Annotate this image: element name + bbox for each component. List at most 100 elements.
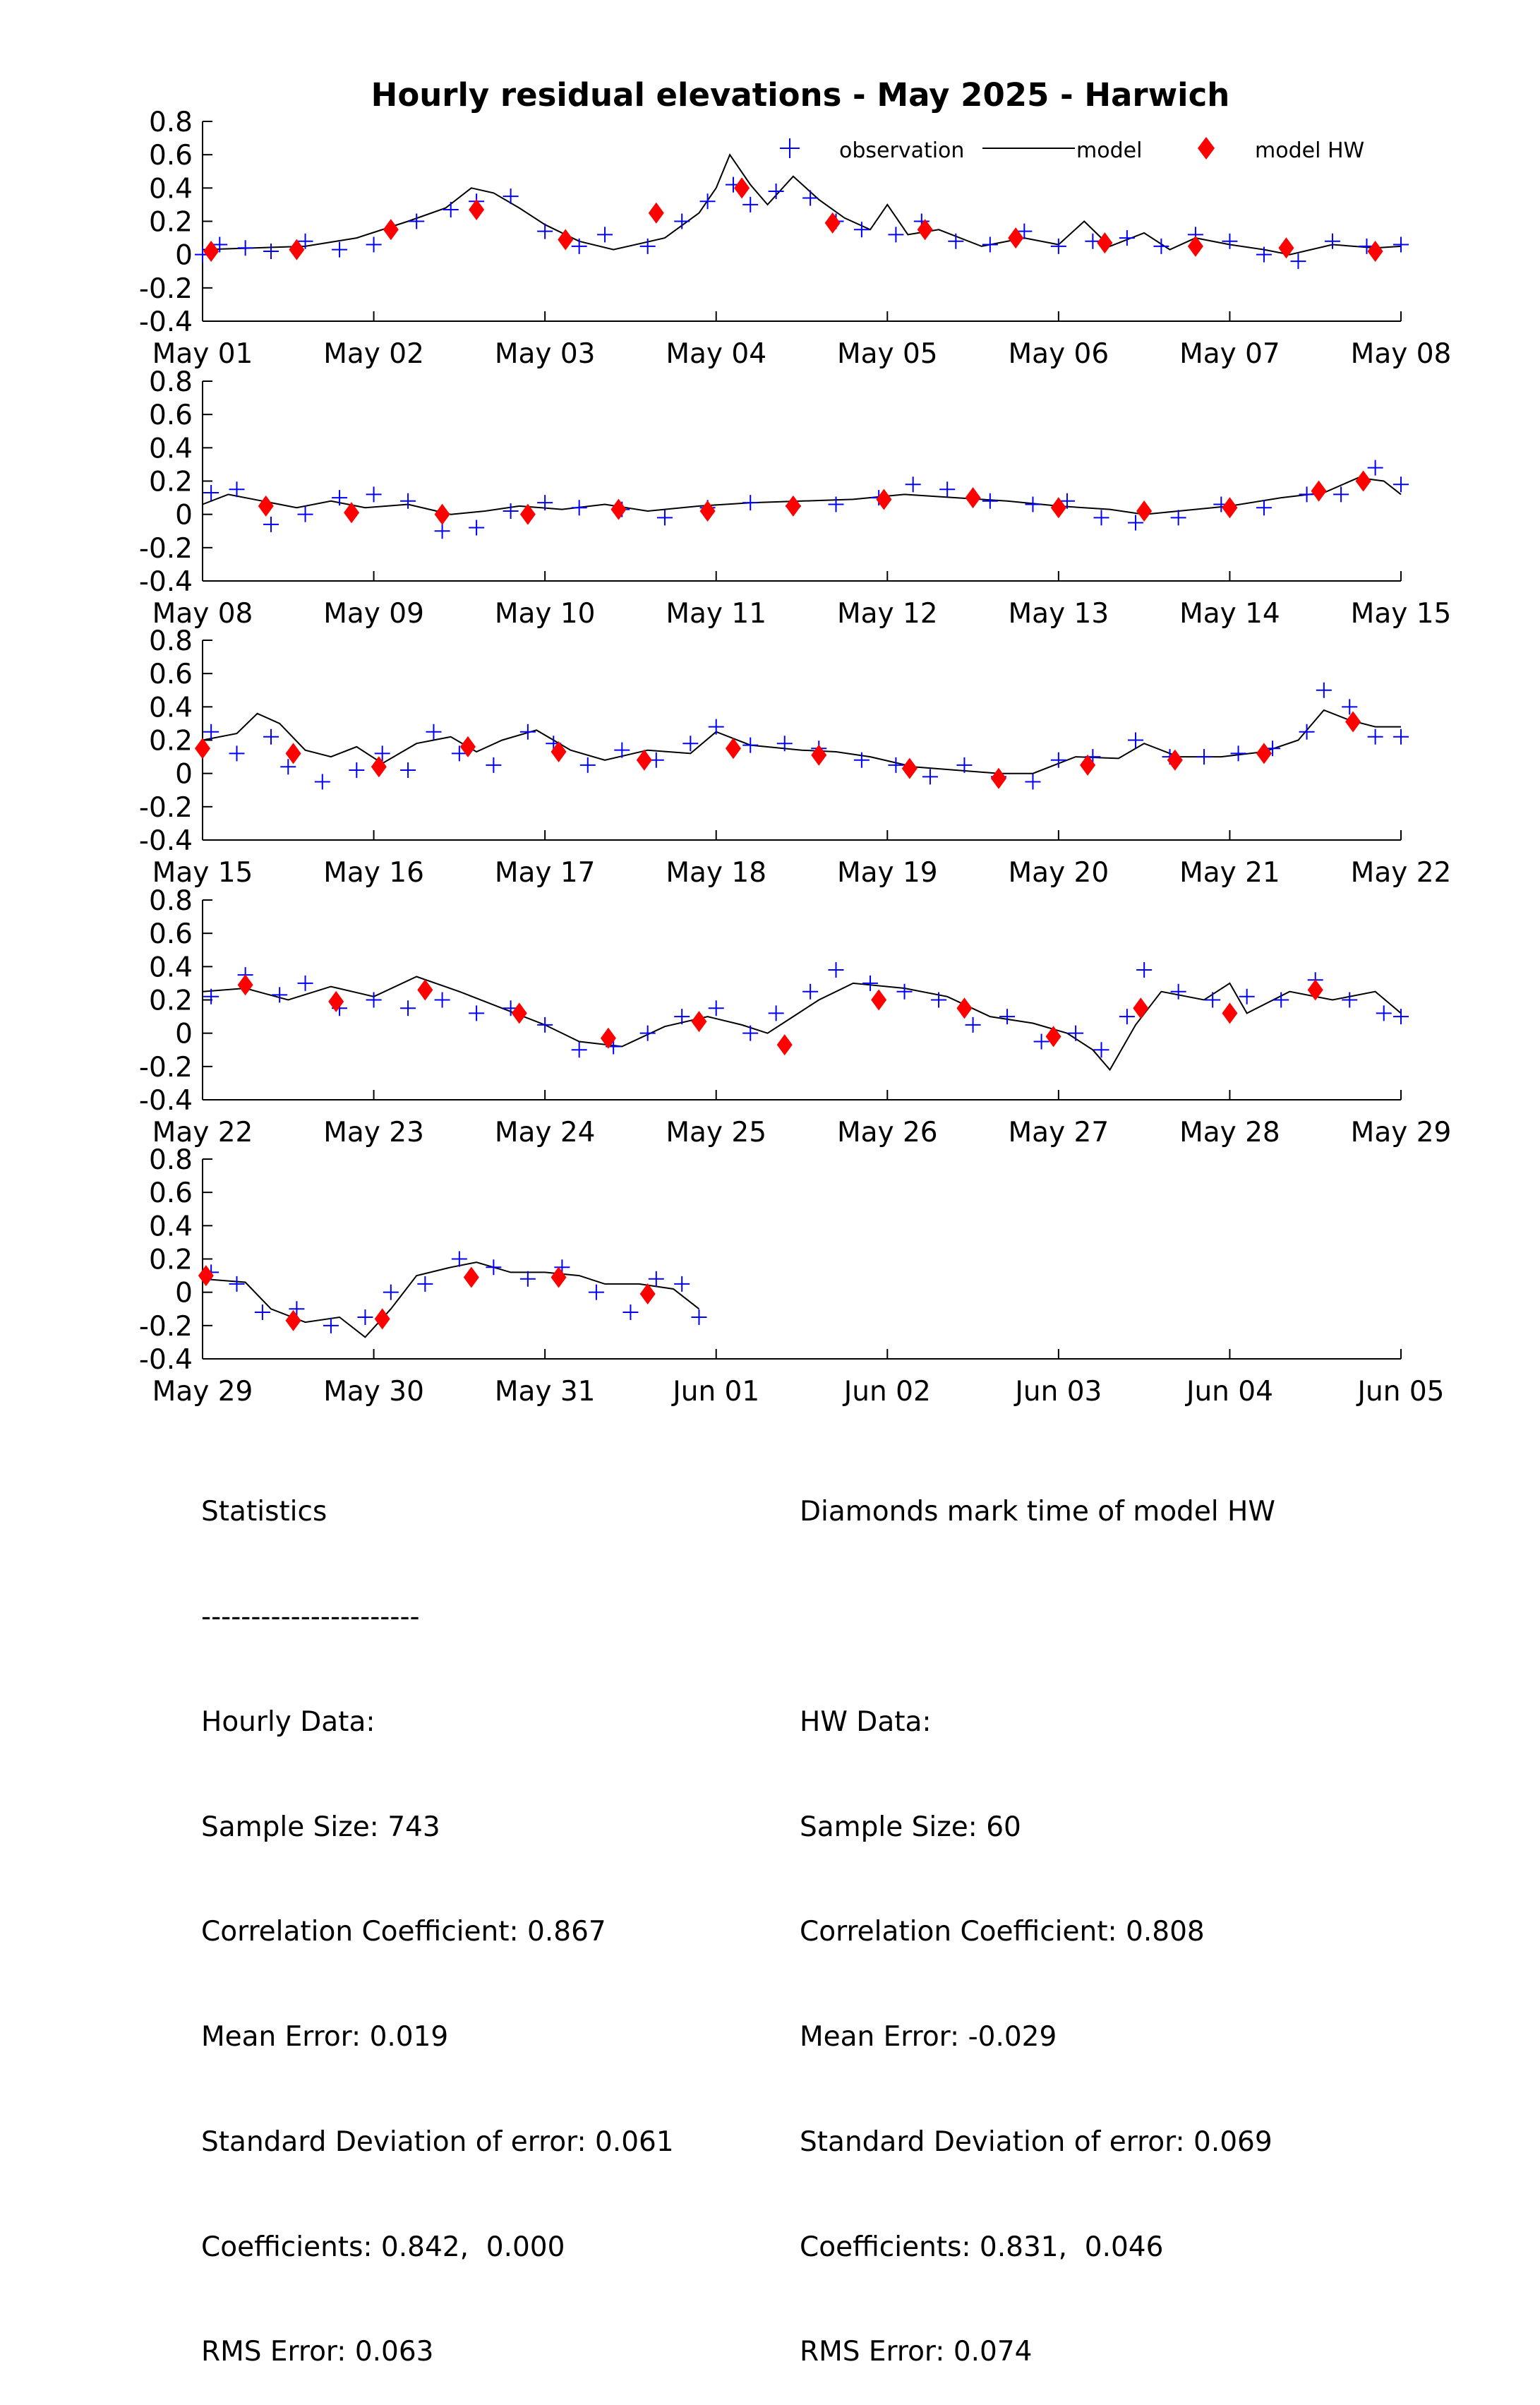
model-hw-diamond [824, 212, 841, 234]
observation-point [1316, 682, 1332, 698]
y-tick-label: 0.8 [149, 625, 193, 657]
model-hw-diamond [1355, 470, 1371, 492]
y-tick-label: 0.4 [149, 1211, 193, 1242]
model-hw-diamond [195, 738, 210, 760]
x-tick-label: May 22 [152, 1117, 253, 1148]
legend-observation-marker [780, 138, 800, 158]
observation-point [1068, 1025, 1084, 1041]
model-hw-diamond [1045, 1026, 1061, 1048]
observation-point [742, 495, 759, 511]
hw-rms-error: RMS Error: 0.074 [800, 2336, 1033, 2368]
stats-heading: Statistics [201, 1496, 327, 1528]
model-hw-diamond [203, 240, 219, 262]
observation-point [1367, 728, 1383, 745]
model-hw-diamond [1307, 979, 1323, 1001]
observation-point [1342, 699, 1358, 715]
hw-data-label: HW Data: [800, 1705, 932, 1738]
model-hw-diamond [1222, 497, 1238, 519]
y-tick-label: 0 [175, 240, 193, 272]
x-tick-label: May 03 [495, 338, 596, 370]
observation-point [931, 992, 947, 1008]
observation-point [1324, 233, 1340, 249]
x-tick-label: May 29 [1351, 1117, 1452, 1148]
x-tick-label: May 22 [1351, 857, 1452, 889]
observation-point [1299, 724, 1315, 740]
observation-point [1256, 246, 1272, 263]
observation-point [597, 227, 613, 243]
observation-point [400, 762, 416, 778]
model-hw-diamond [459, 736, 476, 757]
observation-point [203, 724, 219, 740]
observation-point [1376, 1005, 1392, 1021]
model-hw-diamond [289, 239, 305, 260]
y-tick-label: -0.2 [139, 792, 193, 824]
model-hw-diamond [374, 1308, 390, 1330]
y-tick-label: 0.8 [149, 107, 193, 138]
x-tick-label: Jun 01 [670, 1376, 759, 1408]
observation-point [1196, 749, 1213, 765]
x-tick-label: May 13 [1009, 598, 1109, 630]
observation-point [699, 193, 716, 210]
model-hw-diamond [285, 743, 301, 764]
model-hw-diamond [811, 744, 827, 766]
observation-point [374, 745, 390, 762]
observation-point [1222, 233, 1238, 249]
model-hw-diamond [1133, 997, 1149, 1019]
y-tick-label: 0.8 [149, 885, 193, 917]
model-hw-diamond [776, 1034, 793, 1056]
model-hw-diamond [1278, 237, 1294, 259]
x-tick-label: May 26 [837, 1117, 938, 1148]
observation-point [409, 213, 425, 229]
observation-point [1128, 515, 1144, 531]
y-tick-label: 0.8 [149, 366, 193, 398]
model-hw-diamond [344, 502, 360, 524]
observation-point [263, 516, 279, 532]
observation-point [1059, 493, 1075, 509]
model-hw-diamond [1097, 232, 1113, 254]
observation-point [383, 1284, 399, 1300]
y-tick-label: -0.4 [139, 1344, 193, 1376]
observation-point [486, 1259, 502, 1276]
observation-point [1050, 752, 1066, 768]
model-hw-diamond [917, 219, 933, 241]
observation-point [956, 757, 973, 773]
observation-point [1239, 988, 1255, 1004]
model-hw-diamond [1167, 749, 1183, 771]
x-tick-label: Jun 05 [1356, 1376, 1445, 1408]
x-tick-label: May 23 [323, 1117, 424, 1148]
model-hw-diamond [519, 503, 536, 525]
observation-point [1342, 992, 1358, 1008]
observation-point [1256, 500, 1272, 516]
observation-point [434, 523, 450, 539]
observation-point [1050, 238, 1066, 254]
observation-point [656, 510, 673, 526]
observation-point [982, 236, 998, 253]
observation-point [1128, 732, 1144, 748]
observation-point [1033, 1033, 1049, 1050]
x-tick-label: May 08 [152, 598, 253, 630]
observation-point [588, 1284, 604, 1300]
observation-point [1205, 992, 1221, 1008]
observation-point [503, 503, 519, 519]
observation-point [802, 983, 819, 1000]
observation-point [1119, 230, 1135, 246]
x-tick-label: May 01 [152, 338, 253, 370]
y-tick-label: -0.2 [139, 273, 193, 305]
observation-point [332, 241, 348, 258]
legend-model-hw-marker [1198, 137, 1215, 160]
y-tick-label: 0 [175, 759, 193, 791]
y-tick-label: 0 [175, 1019, 193, 1050]
observation-point [1136, 962, 1153, 978]
observation-point [212, 236, 228, 253]
residual-elevations-chart: Hourly residual elevations - May 2025 - … [139, 76, 1451, 1408]
x-tick-label: May 14 [1179, 598, 1280, 630]
observation-point [768, 184, 784, 200]
legend-model-hw-label: model HW [1255, 138, 1364, 163]
observation-point [519, 1271, 536, 1287]
model-hw-diamond [1311, 480, 1327, 502]
x-tick-label: May 10 [495, 598, 596, 630]
model-hw-diamond [699, 500, 716, 522]
